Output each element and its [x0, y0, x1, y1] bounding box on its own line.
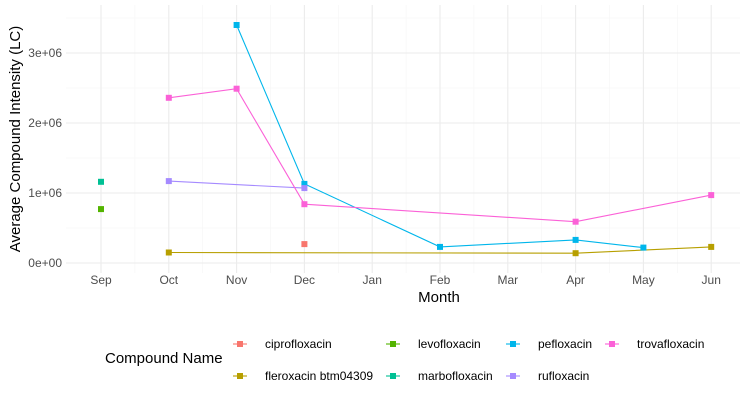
data-point-pefloxacin: [572, 236, 579, 243]
data-point-trovafloxacin: [301, 201, 308, 208]
legend-label: marbofloxacin: [418, 369, 493, 383]
x-tick-label: Dec: [294, 273, 315, 287]
data-point-pefloxacin: [301, 180, 308, 187]
legend-item-trovafloxacin: trovafloxacin: [605, 337, 704, 351]
legend: Compound Name ciprofloxacin fleroxacin bt…: [105, 337, 704, 383]
legend-key-marker: [390, 373, 396, 379]
legend-item-fleroxacin-btm04309: fleroxacin btm04309: [233, 369, 373, 383]
legend-key-marker: [237, 373, 243, 379]
legend-key-marker: [510, 373, 516, 379]
y-tick-label: 3e+06: [28, 46, 62, 60]
series-pefloxacin: [233, 22, 647, 251]
series-ciprofloxacin: [301, 241, 308, 248]
series-levofloxacin: [98, 206, 104, 213]
legend-key-marker: [510, 341, 516, 347]
x-tick-label: Jan: [363, 273, 382, 287]
x-tick-label: Nov: [226, 273, 247, 287]
legend-title: Compound Name: [105, 350, 223, 367]
data-point-trovafloxacin: [708, 192, 715, 199]
x-tick-label: Oct: [159, 273, 178, 287]
data-point-rufloxacin: [301, 185, 308, 192]
x-tick-label: Feb: [430, 273, 451, 287]
x-axis-title: Month: [418, 289, 460, 306]
x-tick-label: Apr: [566, 273, 585, 287]
grid: [66, 5, 740, 273]
series-layer: [98, 22, 715, 257]
data-point-ciprofloxacin: [301, 241, 308, 248]
series-fleroxacin-btm04309: [165, 243, 715, 257]
legend-key-marker: [237, 341, 243, 347]
data-point-marbofloxacin: [98, 178, 104, 185]
data-point-pefloxacin: [437, 243, 443, 250]
legend-item-ciprofloxacin: ciprofloxacin: [233, 337, 332, 351]
x-tick-label: May: [632, 273, 655, 287]
data-point-pefloxacin: [233, 22, 240, 28]
data-point-levofloxacin: [98, 206, 104, 213]
x-tick-label: Jun: [702, 273, 721, 287]
legend-key-marker: [390, 341, 396, 347]
legend-label: rufloxacin: [538, 369, 589, 383]
data-point-fleroxacin-btm04309: [165, 249, 172, 256]
x-tick-label: Mar: [497, 273, 518, 287]
data-point-pefloxacin: [640, 244, 647, 251]
y-tick-label: 2e+06: [28, 116, 62, 130]
legend-label: levofloxacin: [418, 337, 481, 351]
legend-label: ciprofloxacin: [265, 337, 332, 351]
data-point-fleroxacin-btm04309: [708, 243, 715, 250]
data-point-trovafloxacin: [572, 218, 579, 225]
legend-label: trovafloxacin: [637, 337, 704, 351]
legend-label: pefloxacin: [538, 337, 592, 351]
data-point-rufloxacin: [165, 178, 172, 185]
legend-item-rufloxacin: rufloxacin: [506, 369, 589, 383]
data-point-trovafloxacin: [233, 85, 240, 92]
y-axis-title: Average Compound Intensity (LC): [7, 26, 24, 253]
axes: Month Average Compound Intensity (LC) 0e…: [7, 26, 721, 306]
x-tick-label: Sep: [90, 273, 112, 287]
y-tick-label: 1e+06: [28, 186, 62, 200]
legend-key-marker: [609, 341, 615, 347]
series-trovafloxacin: [165, 85, 715, 225]
series-rufloxacin: [165, 178, 308, 192]
legend-item-pefloxacin: pefloxacin: [506, 337, 592, 351]
legend-item-levofloxacin: levofloxacin: [386, 337, 481, 351]
legend-label: fleroxacin btm04309: [265, 369, 373, 383]
legend-item-marbofloxacin: marbofloxacin: [386, 369, 493, 383]
data-point-trovafloxacin: [165, 94, 172, 101]
series-line-rufloxacin: [168, 180, 305, 189]
data-point-fleroxacin-btm04309: [572, 250, 579, 257]
series-marbofloxacin: [98, 178, 104, 185]
y-tick-label: 0e+00: [28, 256, 62, 270]
